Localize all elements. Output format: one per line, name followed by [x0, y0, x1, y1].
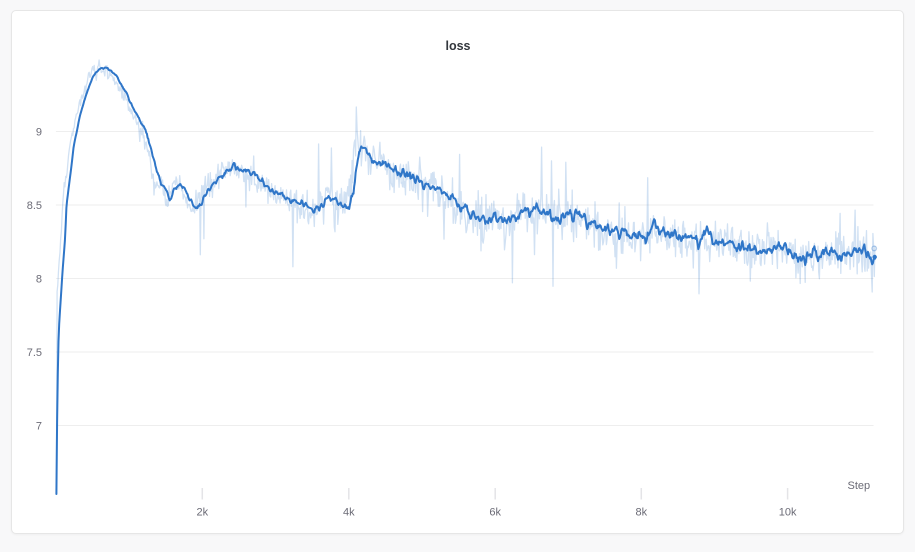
svg-text:6k: 6k [489, 507, 501, 519]
svg-text:9: 9 [36, 127, 42, 139]
svg-text:7.5: 7.5 [27, 347, 42, 359]
svg-text:8.5: 8.5 [27, 200, 42, 212]
svg-text:10k: 10k [779, 507, 797, 519]
svg-text:2k: 2k [196, 507, 208, 519]
svg-text:4k: 4k [343, 507, 355, 519]
svg-text:8k: 8k [635, 507, 647, 519]
svg-text:7: 7 [36, 421, 42, 433]
svg-text:Step: Step [848, 480, 871, 492]
svg-text:8: 8 [36, 274, 42, 286]
svg-text:loss: loss [445, 39, 470, 53]
